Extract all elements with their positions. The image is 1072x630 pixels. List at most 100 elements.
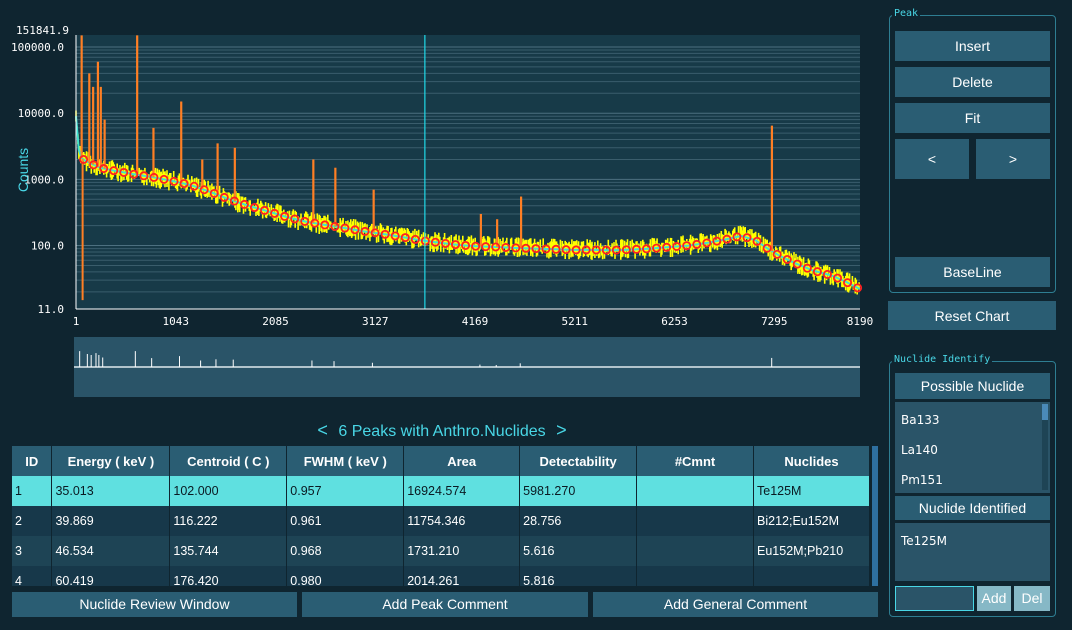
peak-marker — [762, 243, 772, 253]
nuclide-review-window-button[interactable]: Nuclide Review Window — [12, 592, 297, 617]
peak-marker — [400, 233, 410, 243]
peak-marker — [501, 242, 511, 252]
spectrum-chart[interactable]: 100000.0 10000.0 1000.0 100.0 11.0 1 1043 2085 3… — [0, 0, 880, 335]
peak-marker — [833, 273, 843, 283]
col-header-centroid[interactable]: Centroid ( C ) — [169, 446, 288, 476]
list-item[interactable]: Ba133 — [901, 413, 940, 427]
peak-marker — [109, 166, 119, 176]
peak-marker — [370, 228, 380, 238]
spectrum-overview[interactable] — [74, 337, 860, 397]
peak-marker — [491, 242, 501, 252]
list-item[interactable]: La140 — [901, 443, 938, 457]
peak-marker — [229, 196, 239, 206]
peak-marker — [812, 267, 822, 277]
col-header-fwhm[interactable]: FWHM ( keV ) — [286, 446, 405, 476]
peak-marker — [662, 242, 672, 252]
peak-marker — [260, 205, 270, 215]
x-tick-label: 1043 — [163, 315, 190, 328]
peak-marker — [732, 232, 742, 242]
cell-nuclides — [753, 566, 870, 586]
cell-energy: 60.419 — [51, 566, 171, 586]
peak-marker — [300, 216, 310, 226]
possible-nuclide-scrollbar[interactable] — [1042, 404, 1048, 490]
peak-marker — [199, 185, 209, 195]
peak-marker — [430, 237, 440, 247]
peak-marker — [692, 239, 702, 249]
peak-marker — [169, 176, 179, 186]
cell-comment — [636, 566, 754, 586]
peak-marker — [249, 203, 259, 213]
x-tick-label: 5211 — [562, 315, 589, 328]
table-header-row: ID Energy ( keV ) Centroid ( C ) FWHM ( … — [12, 446, 870, 476]
peak-marker — [782, 255, 792, 265]
table-scrollbar[interactable] — [872, 446, 878, 586]
peak-marker — [350, 225, 360, 235]
col-header-area[interactable]: Area — [403, 446, 521, 476]
y-axis-label: Counts — [15, 148, 31, 192]
table-scrollbar-thumb[interactable] — [872, 446, 878, 586]
peak-marker — [792, 259, 802, 269]
peak-marker — [320, 220, 330, 230]
x-tick-label: 4169 — [462, 315, 489, 328]
add-general-comment-button[interactable]: Add General Comment — [593, 592, 878, 617]
cell-nuclides: Bi212;Eu152M — [753, 506, 870, 536]
col-header-detectability[interactable]: Detectability — [519, 446, 638, 476]
possible-nuclide-list[interactable]: Ba133 La140 Pm151 — [895, 402, 1050, 493]
cell-id: 3 — [12, 536, 53, 566]
identified-nuclide-list[interactable]: Te125M — [895, 523, 1050, 581]
spectrum-chart-svg[interactable]: 100000.0 10000.0 1000.0 100.0 11.0 1 1043 2085 3… — [0, 0, 880, 335]
peak-marker — [561, 245, 571, 255]
peak-marker — [702, 238, 712, 248]
col-header-nuclides[interactable]: Nuclides — [753, 446, 870, 476]
cell-centroid: 135.744 — [169, 536, 288, 566]
add-nuclide-button[interactable]: Add — [977, 586, 1011, 611]
y-tick-label: 1000.0 — [24, 173, 64, 186]
peak-marker — [611, 245, 621, 255]
prev-page-chevron[interactable]: < — [317, 420, 328, 440]
peak-marker — [682, 241, 692, 251]
reset-chart-button[interactable]: Reset Chart — [888, 301, 1056, 330]
peak-marker — [722, 234, 732, 244]
next-peak-button[interactable]: > — [976, 139, 1050, 179]
previous-peak-button[interactable]: < — [895, 139, 969, 179]
col-header-id[interactable]: ID — [12, 446, 53, 476]
overview-svg[interactable] — [74, 337, 860, 397]
cell-centroid: 176.420 — [169, 566, 288, 586]
peak-marker — [139, 171, 149, 181]
peaks-table[interactable]: ID Energy ( keV ) Centroid ( C ) FWHM ( … — [12, 446, 870, 586]
plot-area — [76, 35, 860, 309]
peak-marker — [440, 238, 450, 248]
table-row[interactable]: 4 60.419 176.420 0.980 2014.261 5.816 — [12, 566, 870, 586]
cell-fwhm: 0.980 — [286, 566, 405, 586]
table-row[interactable]: 1 35.013 102.000 0.957 16924.574 5981.27… — [12, 476, 870, 506]
peak-marker — [772, 249, 782, 259]
peak-marker — [149, 172, 159, 182]
delete-nuclide-button[interactable]: Del — [1014, 586, 1050, 611]
table-row[interactable]: 3 46.534 135.744 0.968 1731.210 5.616 Eu… — [12, 536, 870, 566]
fit-peak-button[interactable]: Fit — [895, 103, 1050, 133]
peak-marker — [360, 226, 370, 236]
insert-peak-button[interactable]: Insert — [895, 31, 1050, 61]
peak-marker — [642, 244, 652, 254]
peak-marker — [330, 221, 340, 231]
peak-marker — [79, 154, 89, 164]
list-item[interactable]: Pm151 — [901, 473, 943, 487]
peak-marker — [511, 243, 521, 253]
baseline-button[interactable]: BaseLine — [895, 257, 1050, 287]
peak-marker — [219, 192, 229, 202]
nuclide-identify-title: Nuclide Identify — [892, 354, 993, 365]
table-row[interactable]: 2 39.869 116.222 0.961 11754.346 28.756 … — [12, 506, 870, 536]
list-item[interactable]: Te125M — [901, 534, 947, 548]
y-tick-label: 11.0 — [38, 303, 65, 316]
cell-area: 2014.261 — [403, 566, 521, 586]
nuclide-input[interactable] — [895, 586, 974, 611]
cell-area: 11754.346 — [403, 506, 521, 536]
next-page-chevron[interactable]: > — [556, 420, 567, 440]
peak-marker — [209, 188, 219, 198]
col-header-energy[interactable]: Energy ( keV ) — [51, 446, 171, 476]
delete-peak-button[interactable]: Delete — [895, 67, 1050, 97]
cell-energy: 35.013 — [51, 476, 171, 506]
possible-nuclide-scrollbar-thumb[interactable] — [1042, 404, 1048, 420]
add-peak-comment-button[interactable]: Add Peak Comment — [302, 592, 588, 617]
col-header-comment[interactable]: #Cmnt — [636, 446, 754, 476]
